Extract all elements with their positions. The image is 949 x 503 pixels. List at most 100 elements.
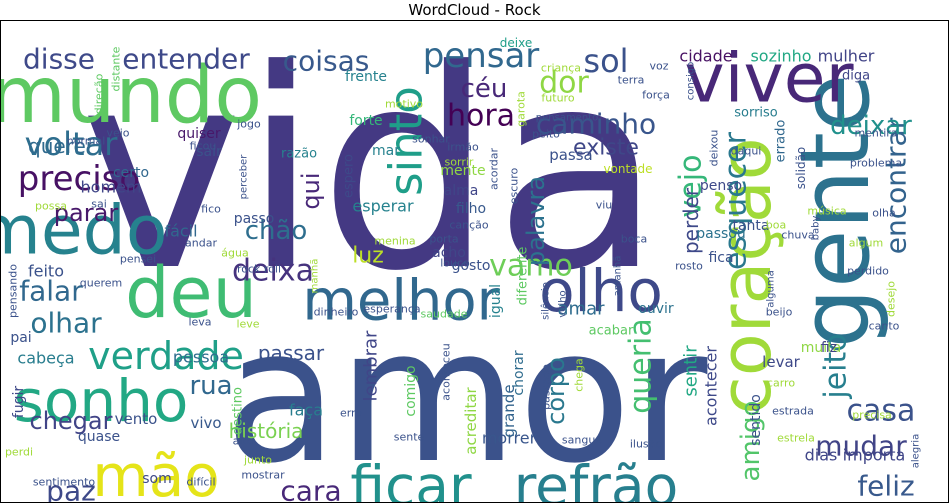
word-disse: disse	[23, 43, 95, 76]
word-vento: vento	[115, 410, 158, 428]
word-passou: passou	[696, 226, 746, 242]
word-olhar: olhar	[30, 307, 102, 340]
word-veio: veio	[106, 127, 129, 140]
word-amor: amor	[225, 288, 709, 502]
word-voltar: voltar	[25, 125, 119, 163]
word-deixa: deixa	[232, 254, 314, 289]
word-destino: destino	[231, 387, 246, 435]
word-história: história	[229, 419, 304, 443]
word-normal: normal	[67, 135, 106, 148]
word-sentimento: sentimento	[33, 476, 96, 489]
word-espero: espero	[342, 154, 357, 198]
word-solidão: solidão	[794, 147, 808, 190]
word-gente: gente	[781, 74, 891, 349]
word-chorar: chorar	[511, 350, 527, 395]
word-rock-roll: rock roll	[237, 263, 281, 276]
word-porta: porta	[429, 233, 458, 246]
word-sorrir: sorrir	[445, 156, 474, 169]
word-amigo: amigo	[736, 401, 766, 482]
word-sol: sol	[583, 42, 628, 80]
word-coisas: coisas	[283, 45, 370, 78]
word-céu: céu	[461, 74, 508, 104]
word-pai: pai	[10, 330, 31, 346]
word-cabeça: cabeça	[17, 349, 74, 368]
word-quase: quase	[78, 429, 120, 445]
word-sinto: sinto	[380, 86, 433, 196]
word-amanhã: amanhã	[613, 256, 624, 297]
word-mundo: mundo	[1, 51, 262, 141]
word-feito: feito	[28, 262, 64, 281]
word-igual: igual	[488, 284, 504, 318]
word-qui: qui	[297, 172, 325, 209]
word-grande: grande	[500, 384, 518, 437]
word-força: força	[642, 89, 670, 102]
word-leve: leve	[236, 318, 259, 331]
word-parar: parar	[54, 199, 119, 227]
word-fácil: fácil	[164, 222, 197, 241]
word-coração: coração	[705, 137, 787, 414]
word-canto: canto	[869, 320, 900, 333]
word-acontecer: acontecer	[702, 346, 721, 426]
word-sentido: sentido	[748, 394, 764, 446]
word-chegar: chegar	[30, 407, 113, 435]
word-peito: peito	[532, 128, 560, 141]
word-voz: voz	[649, 60, 668, 73]
word-mão: mão	[92, 442, 220, 502]
word-faça: faça	[289, 401, 323, 420]
word-irmão: irmão	[447, 141, 479, 154]
word-canção: canção	[449, 219, 489, 232]
word-ouvir: ouvir	[638, 301, 674, 317]
word-carro: carro	[767, 377, 795, 390]
word-deu: deu	[125, 252, 257, 334]
word-rua: rua	[189, 371, 232, 401]
word-sangue: sangue	[562, 434, 602, 447]
word-som: som	[142, 471, 172, 487]
word-alegria: alegria	[911, 434, 922, 468]
word-manhã: manhã	[310, 259, 321, 294]
word-lembrar: lembrar	[361, 330, 382, 401]
word-deixe: deixe	[500, 36, 532, 50]
word-passado: passado	[540, 364, 553, 410]
word-homem: homem	[81, 178, 142, 197]
word-pensar: pensar	[423, 36, 540, 76]
word-vida: vida	[80, 21, 662, 331]
word-pessoa: pessoa	[173, 348, 229, 367]
word-escuro: escuro	[508, 167, 521, 204]
word-morrer: morrer	[482, 429, 537, 448]
word-garota: garota	[515, 91, 528, 127]
word-ficar: ficar	[350, 454, 472, 502]
word-melhor: melhor	[302, 269, 500, 334]
word-querer: querer	[28, 134, 95, 158]
word-chão: chão	[245, 216, 308, 246]
word-viu: viu	[596, 199, 613, 212]
word-frente: frente	[345, 69, 387, 85]
word-deixou: deixou	[708, 130, 721, 167]
word-sair: sair	[196, 144, 222, 160]
word-sentir: sentir	[681, 345, 702, 397]
word-terra: terra	[618, 74, 645, 87]
word-possa: possa	[35, 200, 67, 213]
word-feliz: feliz	[857, 470, 914, 503]
word-dor: dor	[539, 66, 589, 101]
word-ilusão: ilusão	[630, 438, 663, 451]
chart-title: WordCloud - Rock	[408, 1, 541, 19]
word-vamo: vamo	[489, 249, 573, 284]
word-consigo: consigo	[686, 62, 697, 100]
word-cara: cara	[280, 475, 341, 503]
word-daqui: daqui	[731, 145, 762, 158]
word-gosto: gosto	[452, 258, 491, 274]
word-dias: dias	[805, 446, 838, 465]
word-desejo: desejo	[885, 281, 898, 317]
word-acabar: acabar	[589, 324, 634, 339]
word-passar: passar	[258, 341, 325, 365]
word-existe: existe	[573, 136, 639, 161]
word-olha: olha	[872, 207, 896, 220]
word-muita: muita	[801, 340, 841, 356]
word-fica: fica	[708, 250, 733, 266]
word-jeito: jeito	[819, 333, 854, 399]
word-motivo: motivo	[385, 98, 423, 111]
word-algum: algum	[849, 237, 883, 250]
word-alma: alma	[444, 183, 479, 199]
word-jogo: jogo	[236, 118, 261, 131]
